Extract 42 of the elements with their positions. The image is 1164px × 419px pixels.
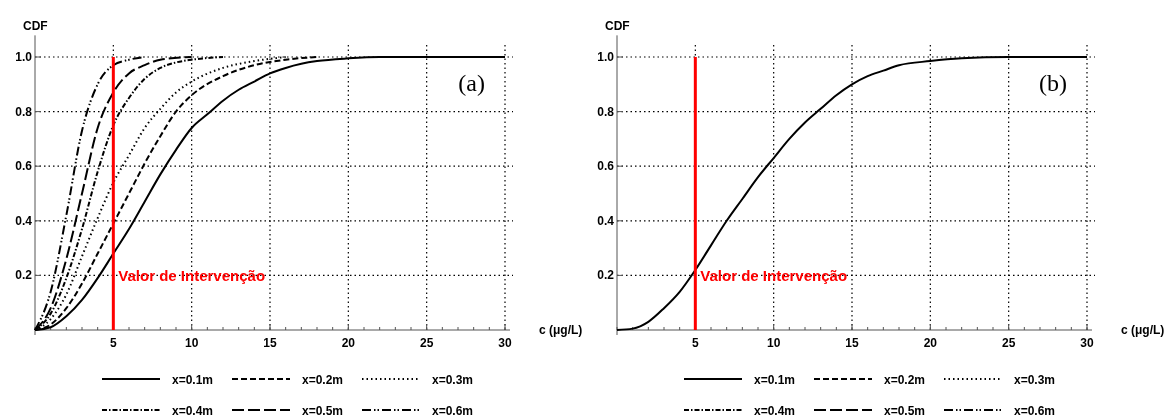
y-tick-label: 0.6 <box>597 159 615 174</box>
x-axis-title: c (μg/L) <box>1121 323 1164 337</box>
x-tick-label: 10 <box>766 336 781 350</box>
legend-label: x=0.2m <box>302 373 344 387</box>
x-tick-label: 20 <box>923 336 938 350</box>
legend-label: x=0.4m <box>754 404 796 418</box>
annotation: (b) <box>1039 70 1067 96</box>
y-tick-label: 0.8 <box>597 104 615 119</box>
y-tick-label: 0.8 <box>15 104 33 119</box>
x-tick-label: 30 <box>1080 336 1094 350</box>
x-tick-label: 5 <box>691 336 699 350</box>
y-tick-label: 0.6 <box>15 159 33 174</box>
legend-label: x=0.5m <box>302 404 344 418</box>
y-tick-label: 0.2 <box>15 268 33 283</box>
y-axis-title: CDF <box>23 19 48 34</box>
legend-label: x=0.2m <box>884 373 926 387</box>
x-axis-title: c (μg/L) <box>539 323 583 337</box>
x-tick-label: 30 <box>498 336 512 350</box>
x-tick-label: 10 <box>184 336 199 350</box>
y-tick-label: 0.2 <box>597 268 615 283</box>
legend-label: x=0.5m <box>884 404 926 418</box>
y-axis-title: CDF <box>605 19 630 34</box>
ref-line-label: Valor de Intervenção <box>700 267 848 285</box>
x-tick-label: 20 <box>341 336 356 350</box>
ref-line-label: Valor de Intervenção <box>118 267 266 285</box>
x-tick-label: 5 <box>109 336 117 350</box>
legend-label: x=0.6m <box>1014 404 1056 418</box>
y-tick-label: 1.0 <box>15 50 33 64</box>
legend-label: x=0.3m <box>1014 373 1056 387</box>
y-tick-label: 0.4 <box>15 213 33 228</box>
legend-label: x=0.3m <box>432 373 474 387</box>
legend-label: x=0.6m <box>432 404 474 418</box>
x-tick-label: 15 <box>263 336 277 350</box>
annotation: (a) <box>458 70 485 96</box>
legend-label: x=0.4m <box>172 404 214 418</box>
legend-label: x=0.1m <box>172 373 214 387</box>
y-tick-label: 0.4 <box>597 213 615 228</box>
x-tick-label: 15 <box>845 336 859 350</box>
legend-label: x=0.1m <box>754 373 796 387</box>
x-tick-label: 25 <box>419 336 434 350</box>
x-tick-label: 25 <box>1001 336 1016 350</box>
y-tick-label: 1.0 <box>597 50 615 64</box>
